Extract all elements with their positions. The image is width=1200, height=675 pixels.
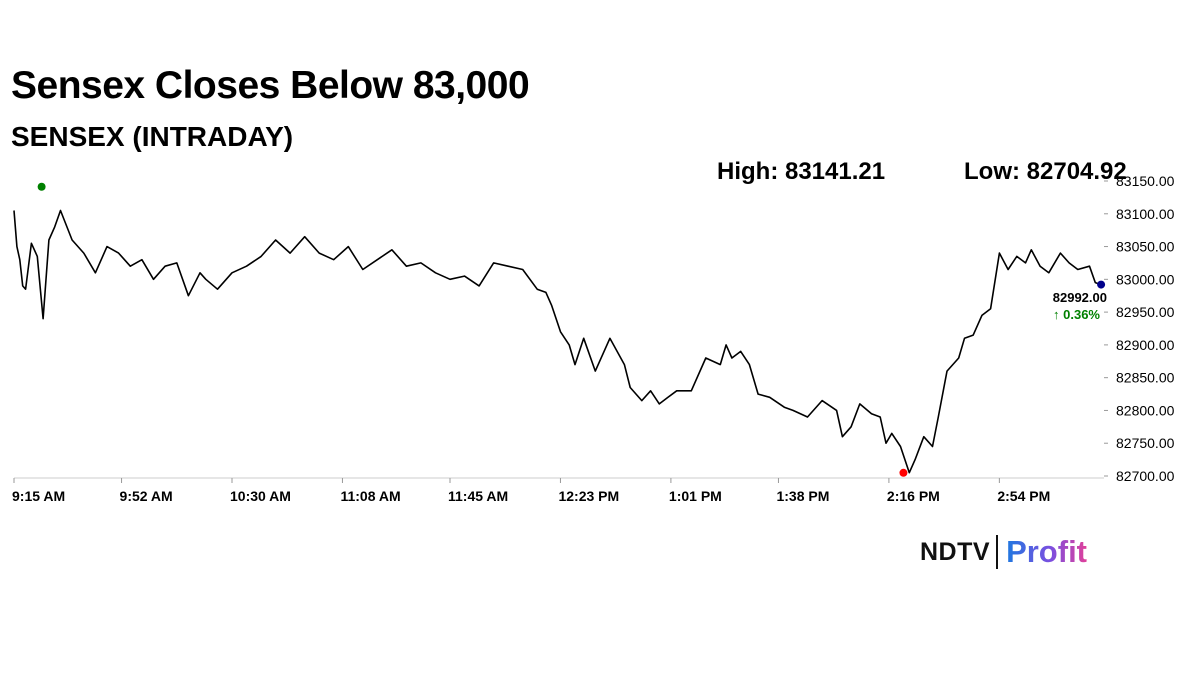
change-label: ↑ 0.36% [1053, 307, 1100, 322]
low-marker [899, 468, 908, 477]
ndtv-profit-logo: NDTV Profit [920, 532, 1087, 572]
x-tick-label: 9:52 AM [120, 488, 173, 504]
x-tick-label: 2:16 PM [887, 488, 940, 504]
logo-ndtv-text: NDTV [920, 537, 991, 566]
y-tick-label: 82900.00 [1116, 337, 1175, 353]
x-tick-label: 1:38 PM [776, 488, 829, 504]
x-axis: 9:15 AM 9:52 AM 10:30 AM 11:08 AM 11:45 AM 12… [12, 477, 1104, 504]
markers [37, 182, 1106, 477]
logo-divider [996, 535, 999, 569]
high-value-label: High: 83141.21 [717, 158, 886, 185]
x-tick-label: 1:01 PM [669, 488, 722, 504]
series-line [13, 209, 1102, 474]
last-marker [1097, 280, 1106, 289]
y-tick-label: 82950.00 [1116, 304, 1175, 320]
x-tick-label: 10:30 AM [230, 488, 291, 504]
y-tick-label: 82700.00 [1116, 468, 1175, 484]
x-tick-label: 11:08 AM [340, 488, 400, 504]
y-tick-label: 82750.00 [1116, 435, 1175, 451]
x-tick-label: 2:54 PM [997, 488, 1050, 504]
y-tick-label: 83100.00 [1116, 206, 1175, 222]
y-tick-label: 82850.00 [1116, 370, 1175, 386]
last-value-label: 82992.00 [1053, 290, 1107, 305]
high-marker [37, 182, 46, 191]
y-tick-label: 83150.00 [1116, 173, 1175, 189]
logo-profit-text: Profit [1006, 534, 1087, 569]
y-tick-label: 83050.00 [1116, 239, 1175, 255]
x-tick-label: 9:15 AM [12, 488, 65, 504]
x-tick-label: 11:45 AM [448, 488, 508, 504]
chart-subtitle: SENSEX (INTRADAY) [11, 121, 294, 152]
y-tick-label: 83000.00 [1116, 271, 1175, 287]
headline: Sensex Closes Below 83,000 [11, 64, 530, 107]
y-tick-label: 82800.00 [1116, 402, 1175, 418]
x-tick-label: 12:23 PM [558, 488, 619, 504]
y-axis: 83150.00 83100.00 83050.00 83000.00 82950.00… [1104, 173, 1175, 484]
low-value-label: Low: 82704.92 [964, 158, 1127, 185]
